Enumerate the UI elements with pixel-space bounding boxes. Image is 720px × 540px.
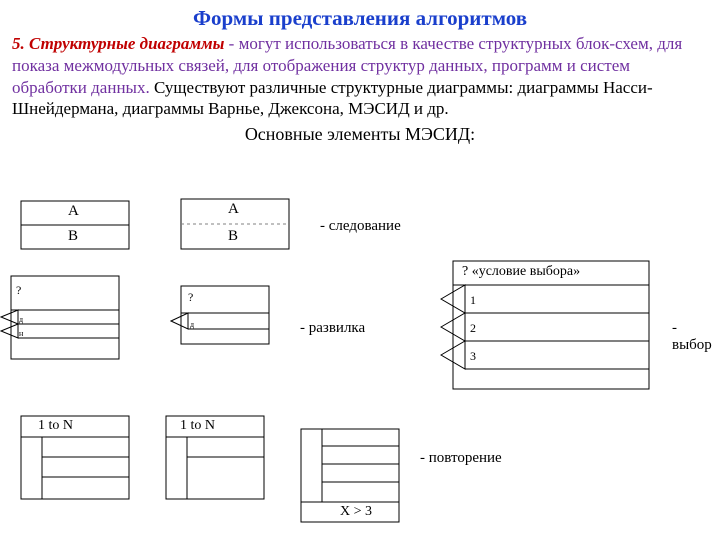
branch1-d: д — [19, 315, 23, 324]
branch2-q: ? — [188, 290, 193, 305]
choice-3: 3 — [470, 349, 476, 364]
label-branch: - развилка — [300, 320, 365, 337]
description-paragraph: 5. Структурные диаграммы - могут использ… — [0, 31, 720, 120]
branch2-d: д — [190, 320, 194, 329]
loop3-x3: X > 3 — [340, 504, 372, 520]
loop-box-1 — [20, 415, 130, 500]
choice-2: 2 — [470, 321, 476, 336]
subtitle: Основные элементы МЭСИД: — [0, 120, 720, 145]
branch1-q: ? — [16, 283, 21, 298]
label-follow: - следование — [320, 218, 401, 235]
cell-B-2: B — [228, 228, 238, 245]
loop1-label: 1 to N — [38, 418, 73, 434]
loop2-label: 1 to N — [180, 418, 215, 434]
label-repeat: - повторение — [420, 450, 502, 467]
branch1-n: н — [19, 329, 23, 338]
cell-A-1: A — [68, 203, 79, 220]
cell-A-2: A — [228, 201, 239, 218]
lead-text: 5. Структурные диаграммы — [12, 34, 224, 53]
choice-cond: ? «условие выбора» — [462, 264, 580, 280]
cell-B-1: B — [68, 228, 78, 245]
branch-box-2 — [170, 285, 270, 345]
choice-1: 1 — [470, 293, 476, 308]
page-title: Формы представления алгоритмов — [0, 0, 720, 31]
label-choice: - выбор — [672, 320, 720, 354]
